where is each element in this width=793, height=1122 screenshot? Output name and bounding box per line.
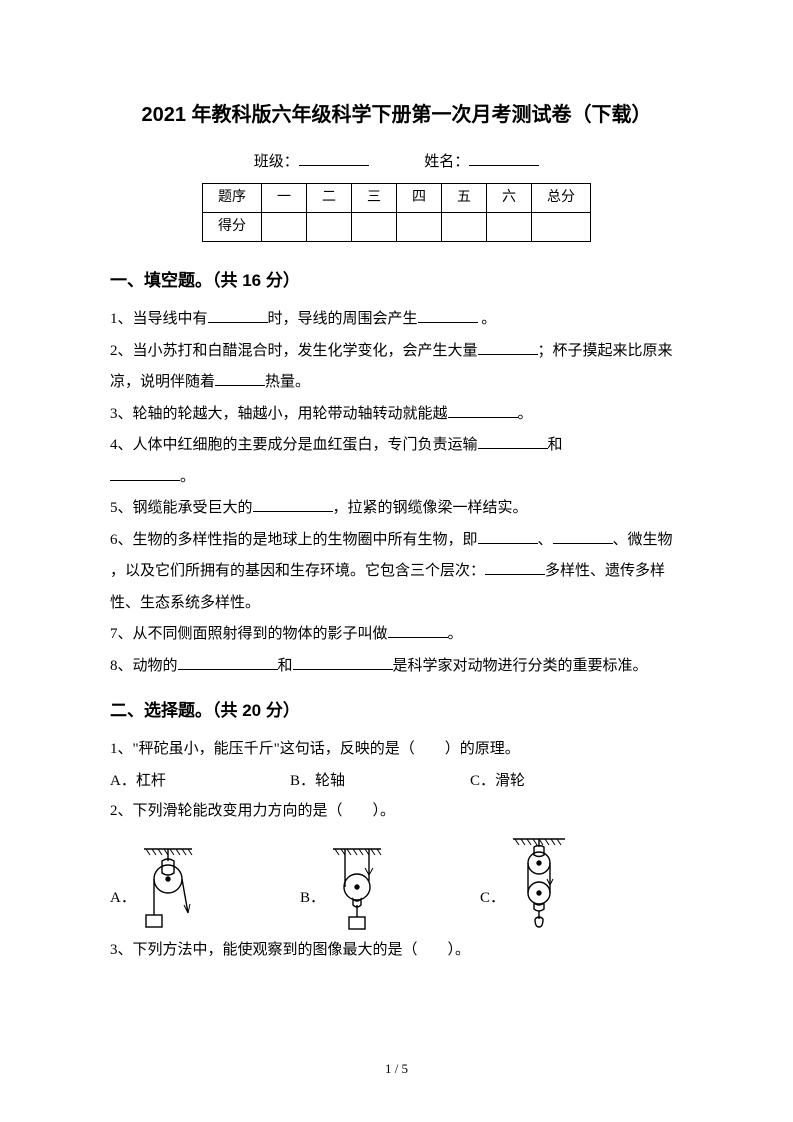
blank[interactable] (388, 623, 448, 638)
text: 5、钢缆能承受巨大的 (110, 500, 253, 516)
text: 热量。 (265, 374, 310, 390)
table-row: 题序 一 二 三 四 五 六 总分 (203, 184, 591, 213)
q1-4: 4、人体中红细胞的主要成分是血红蛋白，专门负责运输 和 。 (110, 430, 683, 493)
text: 和 (278, 658, 293, 674)
pulley-icon (329, 843, 385, 933)
blank[interactable] (478, 529, 538, 544)
option-a: A．杠杆 (110, 766, 290, 796)
text: 2、当小苏打和白醋混合时，发生化学变化，会产生大量 (110, 343, 478, 359)
q1-7: 7、从不同侧面照射得到的物体的影子叫做 。 (110, 619, 683, 651)
blank[interactable] (215, 371, 265, 386)
cell[interactable] (442, 213, 487, 242)
cell[interactable] (307, 213, 352, 242)
table-row: 得分 (203, 213, 591, 242)
cell: 三 (352, 184, 397, 213)
option-a-label: A． (110, 883, 136, 913)
cell: 总分 (532, 184, 591, 213)
cell: 题序 (203, 184, 262, 213)
text: 时，导线的周围会产生 (268, 311, 418, 327)
name-label: 姓名： (424, 154, 469, 170)
q1-1: 1、当导线中有 时，导线的周围会产生 。 (110, 304, 683, 336)
name-blank[interactable] (469, 151, 539, 166)
q1-6: 6、生物的多样性指的是地球上的生物圈中所有生物，即、、微生物 ，以及它们所拥有的… (110, 525, 683, 620)
cell[interactable] (352, 213, 397, 242)
blank[interactable] (485, 560, 545, 575)
text: 1、当导线中有 (110, 311, 208, 327)
blank[interactable] (448, 403, 518, 418)
section-1-header: 一、填空题。（共 16 分） (110, 264, 683, 298)
q2-1-options: A．杠杆 B．轮轴 C．滑轮 (110, 766, 683, 796)
text: 和 (548, 437, 563, 453)
text: 。 (180, 469, 195, 485)
blank[interactable] (553, 529, 613, 544)
section-2-header: 二、选择题。（共 20 分） (110, 694, 683, 728)
blank[interactable] (478, 340, 538, 355)
page-number: 1 / 5 (0, 1056, 793, 1082)
blank[interactable] (110, 466, 180, 481)
text: 。 (478, 311, 497, 327)
pulley-icon (509, 833, 569, 933)
text: 是科学家对动物进行分类的重要标准。 (393, 658, 648, 674)
blank[interactable] (178, 655, 278, 670)
q1-3: 3、轮轴的轮越大，轴越小，用轮带动轴转动就能越 。 (110, 399, 683, 431)
cell: 二 (307, 184, 352, 213)
cell: 四 (397, 184, 442, 213)
text: 7、从不同侧面照射得到的物体的影子叫做 (110, 626, 388, 642)
cell: 一 (262, 184, 307, 213)
text: 。 (518, 406, 533, 422)
cell[interactable] (262, 213, 307, 242)
cell[interactable] (397, 213, 442, 242)
text: 、 (538, 532, 553, 548)
text: 3、轮轴的轮越大，轴越小，用轮带动轴转动就能越 (110, 406, 448, 422)
blank[interactable] (478, 434, 548, 449)
text: 8、动物的 (110, 658, 178, 674)
score-table: 题序 一 二 三 四 五 六 总分 得分 (202, 183, 591, 242)
meta-line: 班级： 姓名： (110, 147, 683, 177)
q2-1: 1、"秤砣虽小，能压千斤"这句话，反映的是（ ）的原理。 (110, 734, 683, 766)
blank[interactable] (418, 308, 478, 323)
q1-5: 5、钢缆能承受巨大的 ，拉紧的钢缆像梁一样结实。 (110, 493, 683, 525)
class-blank[interactable] (299, 151, 369, 166)
pulley-icon (140, 843, 196, 933)
option-b: B．轮轴 (290, 766, 470, 796)
q2-2-diagrams: A． B． (110, 833, 683, 933)
blank[interactable] (253, 497, 333, 512)
class-label: 班级： (254, 154, 299, 170)
text: 6、生物的多样性指的是地球上的生物圈中所有生物，即 (110, 532, 478, 548)
text: 4、人体中红细胞的主要成分是血红蛋白，专门负责运输 (110, 437, 478, 453)
option-c: C．滑轮 (470, 766, 525, 796)
text: 。 (448, 626, 463, 642)
cell: 六 (487, 184, 532, 213)
blank[interactable] (208, 308, 268, 323)
text: ，拉紧的钢缆像梁一样结实。 (333, 500, 528, 516)
cell: 得分 (203, 213, 262, 242)
q1-8: 8、动物的 和 是科学家对动物进行分类的重要标准。 (110, 651, 683, 683)
page-title: 2021 年教科版六年级科学下册第一次月考测试卷（下载） (110, 95, 683, 135)
q1-2: 2、当小苏打和白醋混合时，发生化学变化，会产生大量；杯子摸起来比原来凉，说明伴随… (110, 336, 683, 399)
q2-3: 3、下列方法中，能使观察到的图像最大的是（ ）。 (110, 935, 683, 967)
q2-2: 2、下列滑轮能改变用力方向的是（ ）。 (110, 796, 683, 828)
option-c-label: C． (480, 883, 505, 913)
blank[interactable] (293, 655, 393, 670)
option-b-label: B． (300, 883, 325, 913)
cell: 五 (442, 184, 487, 213)
cell[interactable] (487, 213, 532, 242)
cell[interactable] (532, 213, 591, 242)
